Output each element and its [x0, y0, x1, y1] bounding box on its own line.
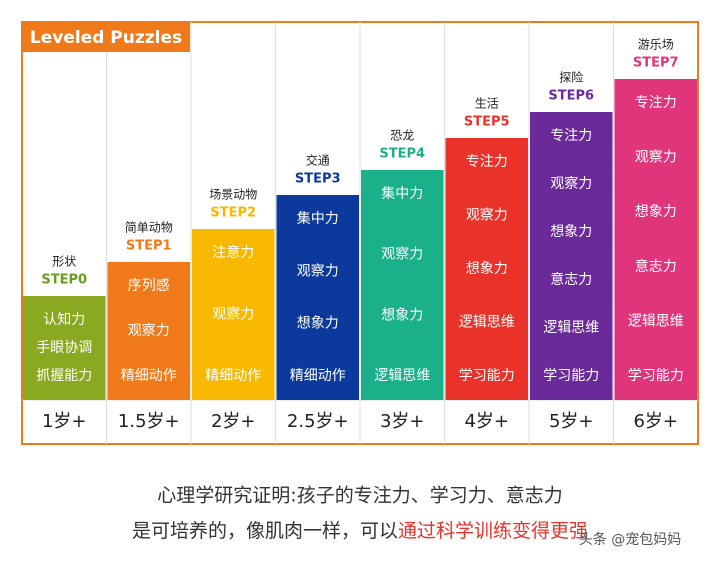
skill: 想象力: [381, 307, 423, 323]
age: 6岁+: [633, 411, 678, 432]
skill: 精细动作: [290, 368, 346, 384]
skill: 集中力: [381, 185, 423, 202]
caption-plain: 是可培养的，像肌肉一样，可以: [132, 520, 398, 542]
skill: 序列感: [128, 277, 170, 294]
step-label: STEP3: [295, 172, 341, 187]
skill: 观察力: [466, 207, 508, 224]
skill: 观察力: [212, 306, 254, 323]
skill: 专注力: [550, 128, 592, 144]
skill: 观察力: [550, 175, 592, 192]
skill: 观察力: [128, 322, 170, 339]
skill: 抓握能力: [36, 368, 92, 384]
step-block: [192, 229, 275, 400]
column-title: 简单动物: [125, 221, 173, 235]
skill: 学习能力: [628, 368, 684, 384]
skill: 逻辑思维: [459, 315, 515, 331]
caption-line1: 心理学研究证明:孩子的专注力、学习力、意志力: [157, 485, 562, 507]
skill: 学习能力: [543, 368, 599, 384]
step-label: STEP6: [548, 89, 594, 104]
skill: 逻辑思维: [628, 313, 684, 329]
column-title: 交通: [306, 153, 330, 168]
skill: 想象力: [550, 224, 592, 240]
step-label: STEP2: [210, 206, 256, 221]
step-block: [445, 138, 528, 400]
column-title: 游乐场: [638, 38, 674, 52]
skill: 观察力: [635, 149, 677, 166]
skill: 手眼协调: [36, 340, 92, 356]
column-title: 形状: [52, 255, 76, 269]
age: 3岁+: [380, 411, 425, 432]
column-title: 探险: [559, 70, 583, 85]
step-block: [23, 296, 106, 400]
watermark: 头条 @宠包妈妈: [579, 531, 681, 548]
skill: 想象力: [297, 316, 339, 332]
age: 4岁+: [464, 411, 509, 432]
skill: 注意力: [212, 244, 254, 261]
column-title: 生活: [475, 97, 499, 111]
header-title: Leveled Puzzles: [30, 28, 182, 48]
skill: 学习能力: [459, 368, 515, 384]
skill: 专注力: [635, 95, 677, 111]
header-box: [22, 22, 190, 52]
step-block: [361, 170, 444, 400]
skill: 集中力: [297, 210, 339, 227]
step-block: [614, 79, 697, 400]
skill: 想象力: [466, 261, 508, 277]
age: 2岁+: [211, 411, 256, 432]
age: 5岁+: [549, 411, 594, 432]
skill: 想象力: [635, 204, 677, 220]
step-label: STEP5: [464, 115, 510, 130]
step-label: STEP7: [633, 56, 679, 71]
age: 1.5岁+: [118, 411, 180, 432]
skill: 观察力: [381, 246, 423, 263]
skill: 逻辑思维: [543, 320, 599, 336]
caption-highlight: 通过科学训练变得更强: [398, 520, 588, 542]
skill: 精细动作: [121, 368, 177, 384]
age: 2.5岁+: [287, 411, 349, 432]
skill: 逻辑思维: [374, 368, 430, 384]
skill: 观察力: [297, 262, 339, 279]
step-block: [276, 195, 359, 400]
column-title: 恐龙: [390, 129, 414, 143]
step-label: STEP1: [126, 239, 172, 254]
column-title: 场景动物: [209, 188, 257, 202]
skill: 意志力: [635, 258, 677, 275]
skill: 认知力: [43, 311, 85, 328]
skill: 专注力: [466, 154, 508, 170]
caption-line2: 是可培养的，像肌肉一样，可以通过科学训练变得更强: [132, 520, 588, 542]
columns: 形状STEP0认知力手眼协调抓握能力1岁+简单动物STEP1序列感观察力精细动作…: [23, 22, 697, 444]
age: 1岁+: [42, 411, 87, 432]
step-label: STEP4: [379, 147, 425, 162]
step-block: [530, 112, 613, 400]
step-block: [107, 262, 190, 400]
skill: 精细动作: [205, 368, 261, 384]
skill: 意志力: [550, 271, 592, 288]
step-label: STEP0: [41, 273, 87, 288]
